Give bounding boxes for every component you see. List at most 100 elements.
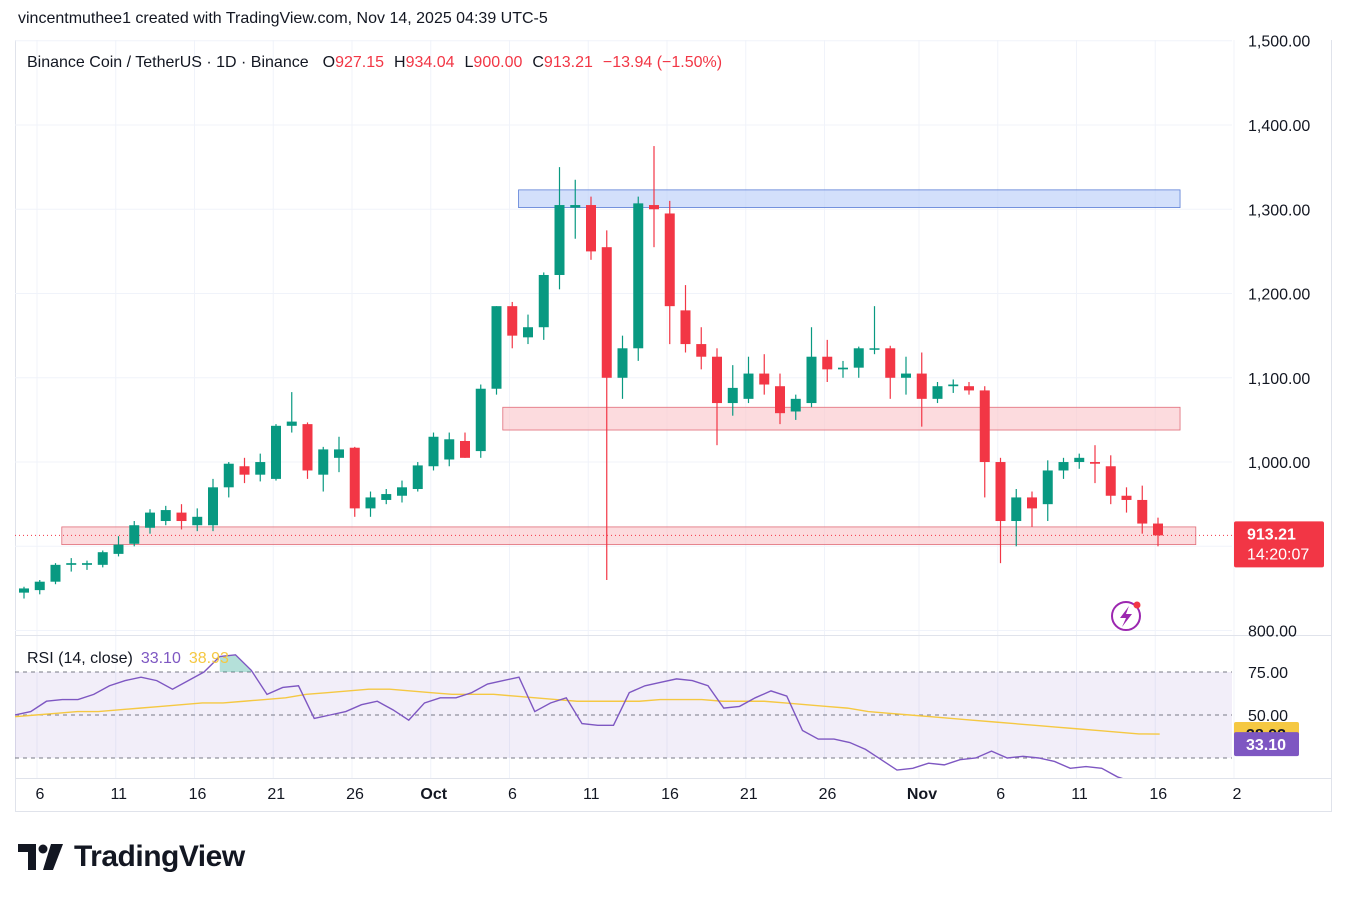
candle-down: [1027, 497, 1037, 509]
candle-up: [19, 588, 29, 593]
candle-up: [66, 563, 77, 565]
candle-up: [208, 487, 218, 526]
rsi-legend-value: 33.10: [140, 650, 181, 667]
brand-name: TradingView: [74, 840, 245, 873]
chart-credit: vincentmuthee1 created with TradingView.…: [18, 10, 548, 27]
change-value: −13.94 (−1.50%): [602, 54, 723, 71]
low-value: 900.00: [473, 54, 523, 71]
candle-up: [97, 552, 108, 565]
candle-up: [286, 421, 297, 426]
candle-up: [129, 525, 140, 544]
high-label: H: [394, 54, 406, 71]
candle-down: [1137, 499, 1148, 524]
time-axis-label: 6: [996, 786, 1005, 803]
candle-up: [838, 367, 848, 370]
candle-down: [302, 424, 313, 471]
candle-up: [617, 348, 628, 378]
candle-down: [885, 348, 896, 378]
candle-down: [1105, 466, 1116, 496]
candle-up: [113, 544, 124, 554]
candle-up: [318, 449, 329, 475]
candle-up: [50, 564, 61, 582]
bar-countdown: 14:20:07: [1247, 546, 1309, 563]
candle-up: [901, 373, 911, 378]
time-axis-label: 21: [267, 786, 285, 803]
candle-down: [995, 462, 1006, 522]
candle-down: [349, 447, 360, 509]
open-label: O: [322, 54, 336, 71]
candle-down: [1121, 495, 1132, 500]
price-axis-label: 1,500.00: [1248, 34, 1310, 51]
candle-up: [633, 203, 644, 349]
current-price-value: 913.21: [1247, 526, 1296, 543]
candle-up: [82, 563, 92, 565]
candle-down: [712, 356, 722, 404]
time-axis-label: 11: [1071, 786, 1088, 803]
candle-up: [444, 439, 455, 460]
candle-up: [491, 306, 502, 389]
candle-up: [34, 581, 45, 591]
rsi-value: 33.10: [1246, 737, 1286, 754]
candle-up: [806, 356, 817, 404]
time-axis-label: 26: [819, 786, 837, 803]
candle-down: [964, 386, 974, 391]
candle-down: [1153, 523, 1163, 536]
price-axis-label: 1,400.00: [1248, 118, 1310, 135]
candle-up: [948, 384, 959, 387]
candle-down: [507, 306, 518, 336]
candle-down: [759, 373, 770, 385]
time-axis-label: 11: [110, 786, 127, 803]
rsi-line: [15, 654, 1124, 778]
rsi-legend: RSI (14, close) 33.10 38.93: [27, 650, 229, 668]
candle-up: [743, 373, 754, 399]
candle-up: [397, 487, 407, 496]
time-axis-label: 16: [661, 786, 679, 803]
candle-up: [334, 449, 344, 458]
candle-down: [916, 373, 927, 399]
candle-up: [523, 327, 533, 338]
candle-up: [381, 494, 392, 500]
candle-down: [696, 344, 707, 357]
candle-up: [145, 512, 155, 528]
rsi-ma-line: [15, 688, 1160, 735]
candle-up: [932, 386, 943, 399]
candle-up: [1074, 457, 1085, 463]
candle-down: [176, 512, 187, 522]
candle-up: [554, 205, 565, 275]
candle-down: [239, 466, 250, 475]
time-axis-label: Nov: [907, 786, 937, 803]
candle-up: [160, 510, 171, 522]
candle-up: [271, 425, 281, 479]
symbol-title[interactable]: Binance Coin / TetherUS · 1D · Binance: [27, 54, 309, 71]
close-label: C: [532, 54, 544, 71]
high-value: 934.04: [405, 54, 455, 71]
time-axis-label: 2: [1233, 786, 1242, 803]
candle-up: [869, 348, 880, 350]
candle-up: [790, 398, 801, 412]
price-axis-label: 1,100.00: [1248, 371, 1310, 388]
zone-mid: [502, 406, 1181, 431]
close-value: 913.21: [543, 54, 593, 71]
tradingview-logo[interactable]: TradingView: [18, 840, 245, 874]
time-axis-label: 26: [346, 786, 364, 803]
candle-up: [1011, 497, 1022, 522]
time-axis-label: 21: [740, 786, 758, 803]
candle-down: [649, 205, 659, 210]
candle-down: [979, 390, 990, 463]
time-axis-label: Oct: [420, 786, 447, 803]
time-axis-label: 16: [1149, 786, 1167, 803]
symbol-legend: Binance Coin / TetherUS · 1D · Binance O…: [27, 54, 732, 72]
candle-down: [601, 247, 612, 378]
price-pane: [15, 146, 1232, 599]
candle-up: [853, 348, 864, 368]
candle-down: [680, 310, 691, 345]
candle-up: [475, 388, 486, 452]
zone-resistance: [518, 189, 1181, 208]
rsi-title[interactable]: RSI (14, close): [27, 650, 133, 667]
low-label: L: [464, 54, 474, 71]
time-axis-label: 16: [189, 786, 207, 803]
current-price-tag: [1234, 521, 1324, 568]
rsi-tag: [1234, 732, 1299, 757]
rsi-axis-label: 75.00: [1248, 665, 1288, 682]
